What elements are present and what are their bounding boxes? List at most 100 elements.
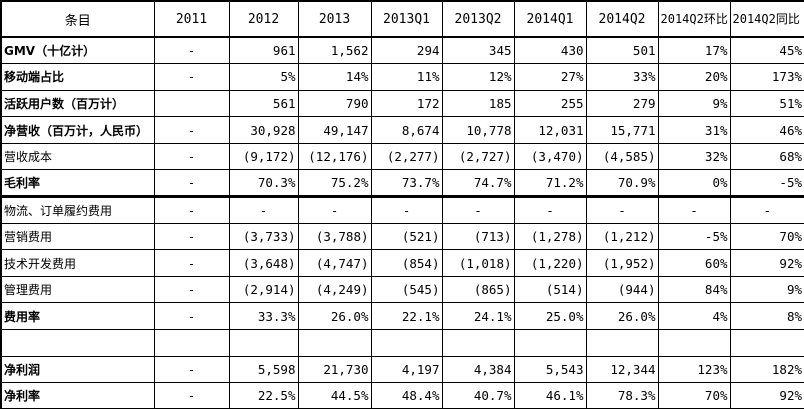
value-cell: 45% (729, 36, 804, 65)
value-cell: 22.5% (228, 382, 299, 409)
header-row: 条目 2011 2012 2013 2013Q1 2013Q2 2014Q1 2014Q2 20… (0, 0, 804, 38)
value-cell: - (153, 196, 230, 224)
value-cell: 9% (657, 89, 731, 118)
value-cell: 92% (729, 382, 804, 409)
value-cell: - (153, 63, 230, 91)
value-cell: (3,733) (228, 222, 299, 251)
value-cell: - (153, 222, 230, 251)
value-cell (729, 329, 804, 357)
value-cell: 345 (441, 36, 515, 65)
value-cell (441, 329, 515, 357)
value-cell: - (513, 196, 587, 224)
value-cell: (3,788) (297, 222, 372, 251)
value-cell: - (153, 116, 230, 144)
column-header: 2012 (228, 0, 299, 38)
value-cell: (4,249) (297, 275, 372, 304)
row-label: GMV（十亿计） (0, 36, 155, 65)
value-cell: 51% (729, 89, 804, 118)
column-header: 2013Q2 (441, 0, 515, 38)
value-cell: (1,018) (441, 249, 515, 277)
table-row: 净利润 -5,598 21,730 4,197 4,384 5,543 12,344 123%… (0, 355, 804, 384)
value-cell (585, 329, 659, 357)
column-header: 2014Q2环比 增长率 (657, 0, 731, 38)
item-column-header: 条目 (0, 0, 155, 38)
value-cell: (521) (370, 222, 443, 251)
value-cell: 30,928 (228, 116, 299, 144)
column-header: 2013Q1 (370, 0, 443, 38)
value-cell: - (228, 196, 299, 224)
table-row: 管理费用 - (2,914) (4,249) (545) (865) (514) (944) 8… (0, 275, 804, 304)
value-cell: 75.2% (297, 169, 372, 199)
value-cell: 71.2% (513, 169, 587, 199)
column-header: 2011 (153, 0, 230, 38)
value-cell: 46% (729, 116, 804, 144)
value-cell: (9,172) (228, 142, 299, 171)
value-cell (370, 329, 443, 357)
row-label: 净营收（百万计，人民币） (0, 116, 155, 144)
value-cell: (1,212) (585, 222, 659, 251)
spacer-row (0, 329, 804, 357)
value-cell: 961 (228, 36, 299, 65)
value-cell: 14% (297, 63, 372, 91)
row-label (0, 329, 155, 357)
row-label: 净利率 (0, 382, 155, 409)
value-cell: 60% (657, 249, 731, 277)
value-cell: 8,674 (370, 116, 443, 144)
row-label: 毛利率 (0, 169, 155, 199)
value-cell: - (153, 142, 230, 171)
value-cell: 4,197 (370, 355, 443, 384)
value-cell: (545) (370, 275, 443, 304)
table-row: 费用率 -33.3% 26.0% 22.1% 24.1% 25.0% 26.0% 4% 8% (0, 302, 804, 331)
value-cell: (854) (370, 249, 443, 277)
value-cell: 501 (585, 36, 659, 65)
value-cell: - (297, 196, 372, 224)
value-cell: 24.1% (441, 302, 515, 331)
table-row: 技术开发费用 - (3,648) (4,747) (854) (1,018) (1,220)… (0, 249, 804, 277)
value-cell: (944) (585, 275, 659, 304)
value-cell: 0% (657, 169, 731, 199)
value-cell: 12% (441, 63, 515, 91)
value-cell: 49,147 (297, 116, 372, 144)
value-cell: 790 (297, 89, 372, 118)
value-cell: - (153, 249, 230, 277)
value-cell: 15,771 (585, 116, 659, 144)
value-cell: - (153, 302, 230, 331)
value-cell: - (153, 275, 230, 304)
value-cell: 70.9% (585, 169, 659, 199)
value-cell: - (585, 196, 659, 224)
value-cell: 78.3% (585, 382, 659, 409)
value-cell: 185 (441, 89, 515, 118)
value-cell: - (153, 355, 230, 384)
value-cell: 10,778 (441, 116, 515, 144)
value-cell: 46.1% (513, 382, 587, 409)
value-cell: 294 (370, 36, 443, 65)
value-cell: 40.7% (441, 382, 515, 409)
value-cell: (4,747) (297, 249, 372, 277)
value-cell: 31% (657, 116, 731, 144)
value-cell: 5% (228, 63, 299, 91)
value-cell: 12,344 (585, 355, 659, 384)
column-header: 2014Q2 (585, 0, 659, 38)
value-cell: -5% (729, 169, 804, 199)
value-cell: 123% (657, 355, 731, 384)
value-cell: 11% (370, 63, 443, 91)
value-cell: - (441, 196, 515, 224)
value-cell: 12,031 (513, 116, 587, 144)
value-cell: (3,648) (228, 249, 299, 277)
value-cell: 92% (729, 249, 804, 277)
value-cell (153, 329, 230, 357)
value-cell (513, 329, 587, 357)
value-cell: (2,914) (228, 275, 299, 304)
value-cell: 68% (729, 142, 804, 171)
value-cell: 33% (585, 63, 659, 91)
value-cell: 9% (729, 275, 804, 304)
value-cell: (713) (441, 222, 515, 251)
value-cell: (2,727) (441, 142, 515, 171)
value-cell: 74.7% (441, 169, 515, 199)
row-label: 净利润 (0, 355, 155, 384)
value-cell: - (153, 382, 230, 409)
value-cell: (2,277) (370, 142, 443, 171)
row-label: 物流、订单履约费用 (0, 196, 155, 224)
row-label: 管理费用 (0, 275, 155, 304)
